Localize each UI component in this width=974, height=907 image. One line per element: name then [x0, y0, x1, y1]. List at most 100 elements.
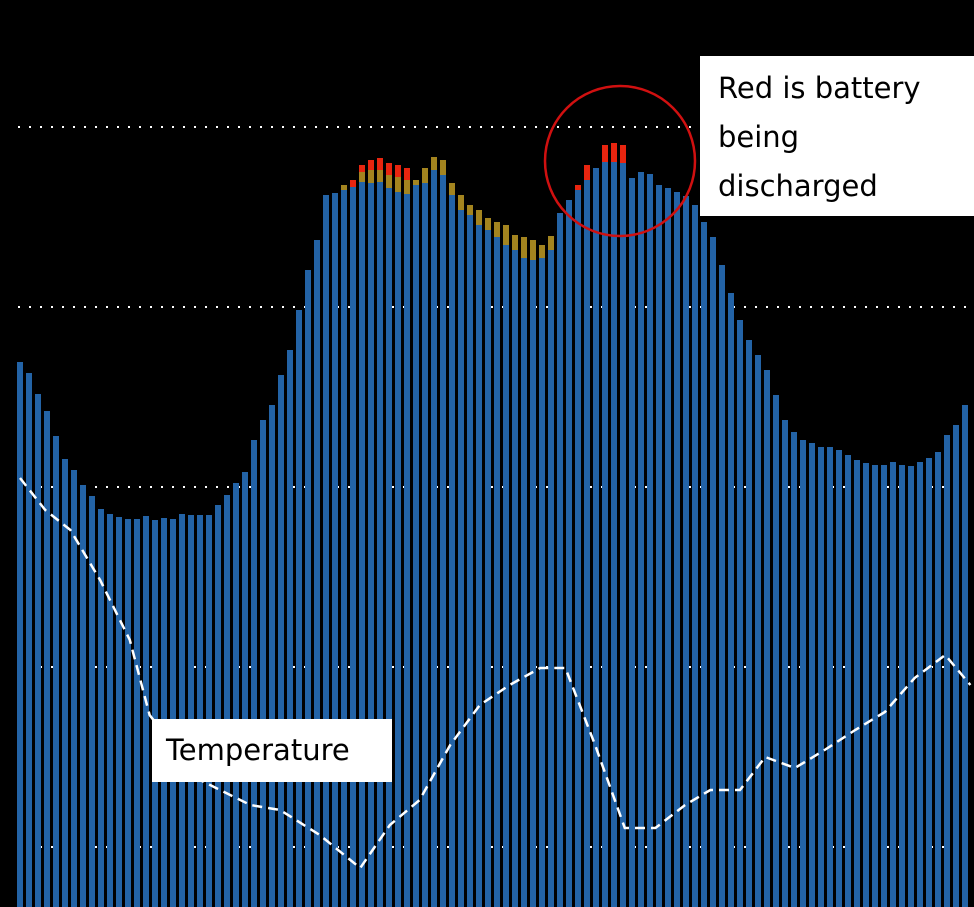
bar-segment — [683, 196, 689, 907]
bar-segment — [107, 514, 113, 907]
bar-segment — [440, 175, 446, 907]
bar-segment — [764, 370, 770, 907]
bar-segment — [269, 405, 275, 907]
bar-segment — [350, 180, 356, 187]
bar-segment — [197, 515, 203, 907]
bar-segment — [656, 185, 662, 907]
bar-segment — [431, 157, 437, 170]
highlight-circle — [543, 84, 697, 238]
bar-segment — [827, 447, 833, 907]
bar-segment — [395, 177, 401, 192]
bar-segment — [962, 405, 968, 907]
bar-segment — [53, 436, 59, 907]
bar-segment — [386, 188, 392, 907]
bar-segment — [260, 420, 266, 907]
bar-segment — [341, 185, 347, 190]
bar-segment — [467, 205, 473, 215]
bar-segment — [89, 496, 95, 907]
bar-segment — [332, 193, 338, 907]
bar-segment — [476, 210, 482, 225]
bar-segment — [458, 195, 464, 210]
bar-segment — [368, 160, 374, 170]
bar-segment — [35, 394, 41, 907]
bar-segment — [881, 465, 887, 907]
bar-segment — [800, 440, 806, 907]
bar-segment — [350, 187, 356, 907]
bar-segment — [737, 320, 743, 907]
bar-segment — [485, 230, 491, 907]
bar-segment — [845, 455, 851, 907]
bar-segment — [584, 165, 590, 180]
bar-segment — [647, 174, 653, 907]
bar-segment — [224, 495, 230, 907]
bar-segment — [422, 168, 428, 183]
bar-segment — [566, 200, 572, 907]
bar-segment — [116, 517, 122, 907]
bar-segment — [917, 462, 923, 907]
bar-segment — [782, 420, 788, 907]
bar-segment — [701, 222, 707, 907]
bar-segment — [611, 162, 617, 907]
bar-segment — [467, 215, 473, 907]
bar-segment — [377, 158, 383, 170]
bar-segment — [530, 260, 536, 907]
bar-segment — [620, 163, 626, 907]
bar-segment — [620, 145, 626, 163]
bars — [17, 143, 968, 907]
bar-segment — [422, 183, 428, 907]
bar-segment — [539, 245, 545, 258]
bar-segment — [404, 168, 410, 180]
bar-segment — [575, 185, 581, 190]
bar-segment — [575, 190, 581, 907]
bar-segment — [494, 222, 500, 237]
bar-segment — [368, 183, 374, 907]
bar-segment — [611, 143, 617, 162]
bar-segment — [386, 163, 392, 175]
bar-segment — [935, 452, 941, 907]
bar-segment — [926, 458, 932, 907]
bar-segment — [413, 180, 419, 185]
bar-segment — [458, 210, 464, 907]
bar-segment — [512, 250, 518, 907]
bar-segment — [404, 194, 410, 907]
bar-segment — [287, 350, 293, 907]
bar-segment — [818, 447, 824, 907]
bar-segment — [368, 170, 374, 183]
bar-segment — [548, 236, 554, 250]
bar-segment — [908, 466, 914, 907]
annotation-line: discharged — [718, 169, 878, 203]
bar-segment — [512, 235, 518, 250]
annotation-line: Red is battery — [718, 71, 921, 105]
bar-segment — [710, 237, 716, 907]
bar-segment — [206, 515, 212, 907]
bar-segment — [548, 250, 554, 907]
bar-segment — [449, 183, 455, 195]
bar-segment — [359, 172, 365, 182]
bar-segment — [152, 520, 158, 907]
bar-segment — [503, 245, 509, 907]
bar-segment — [125, 519, 131, 907]
bar-segment — [863, 463, 869, 907]
bar-segment — [413, 185, 419, 907]
bar-segment — [359, 182, 365, 907]
annotation-line: being — [718, 120, 799, 154]
bar-segment — [836, 450, 842, 907]
bar-segment — [521, 258, 527, 907]
bar-segment — [890, 462, 896, 907]
bar-segment — [791, 432, 797, 907]
annotation-box — [700, 56, 974, 216]
bar-segment — [719, 265, 725, 907]
bar-segment — [449, 195, 455, 907]
bar-segment — [134, 519, 140, 907]
bar-segment — [170, 519, 176, 907]
bar-segment — [728, 293, 734, 907]
bar-segment — [944, 435, 950, 907]
bar-segment — [557, 213, 563, 907]
bar-segment — [395, 165, 401, 177]
bar-segment — [26, 373, 32, 907]
bar-segment — [431, 170, 437, 907]
bar-segment — [521, 237, 527, 258]
line-label-box — [152, 719, 392, 782]
bar-segment — [44, 411, 50, 907]
